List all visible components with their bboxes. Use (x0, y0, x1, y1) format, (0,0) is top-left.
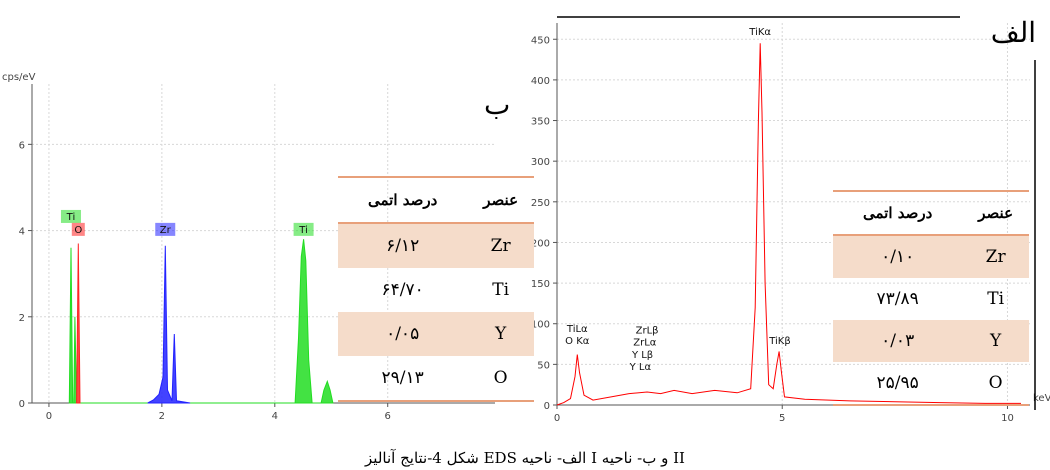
atomic-percent-cell: ۰/۱۰ (833, 235, 963, 278)
y-tick-label: 4 (19, 227, 25, 238)
peak-label: TiKβ (768, 336, 791, 347)
composition-table-b: درصد اتمی عنصر ۶/۱۲ Zr ۶۴/۷۰ Ti ۰/۰۵ Y ۲… (338, 176, 534, 402)
element-cell: O (962, 362, 1029, 406)
atomic-percent-cell: ۲۹/۱۳ (338, 356, 468, 402)
x-tick-label: 0 (46, 411, 52, 422)
panel-label-b: ب (484, 88, 511, 121)
peak-label: Ti (298, 225, 308, 236)
eds-spectrum-panel-a: 0 50 100 150 200 250 300 350 400 450 0 5 10 keV TiKα Ti… (520, 0, 1050, 440)
element-header: عنصر (962, 190, 1029, 236)
composition-table-a: درصد اتمی عنصر ۰/۱۰ Zr ۷۳/۸۹ Ti ۰/۰۳ Y ۲… (833, 190, 1029, 406)
peak-label: TiKα (748, 27, 771, 38)
table-row: ۲۹/۱۳ O (338, 356, 534, 402)
y-tick-label: 100 (531, 320, 550, 331)
x-tick-label: 0 (554, 413, 560, 424)
eds-spectrum-chart-a: 0 50 100 150 200 250 300 350 400 450 0 5 10 keV TiKα Ti… (531, 16, 1050, 424)
table-row: ۶/۱۲ Zr (338, 223, 534, 268)
table-row: ۰/۰۳ Y (833, 320, 1029, 362)
y-tick-label: 350 (531, 117, 550, 128)
atomic-percent-cell: ۰/۰۵ (338, 312, 468, 356)
peak-label: O (74, 225, 82, 236)
y-tick-label: 6 (19, 140, 25, 151)
x-tick-label: 2 (159, 411, 165, 422)
atomic-percent-cell: ۲۵/۹۵ (833, 362, 963, 406)
peak-label-box (71, 222, 85, 236)
table-header-row: درصد اتمی عنصر (338, 176, 534, 224)
peak-label: TiLα (566, 324, 588, 335)
y-tick-label: 150 (531, 279, 550, 290)
spectrum-line (556, 43, 1021, 406)
y-tick-label: 50 (537, 360, 550, 371)
y-tick-label: 450 (531, 35, 550, 46)
y-tick-label: 0 (544, 401, 550, 412)
spectrum-line (76, 243, 81, 404)
table-row: ۷۳/۸۹ Ti (833, 278, 1029, 320)
atomic-percent-cell: ۷۳/۸۹ (876, 289, 919, 309)
table-header-row: درصد اتمی عنصر (833, 190, 1029, 236)
x-tick-label: 4 (272, 411, 278, 422)
peak-label: Y Lα (629, 362, 652, 373)
table-row: ۰/۱۰ Zr (833, 235, 1029, 278)
table-row: ۰/۰۵ Y (338, 312, 534, 356)
y-tick-label: 0 (19, 399, 25, 410)
spectrum-line (147, 245, 191, 404)
peak-label: ZrLα (633, 338, 657, 349)
panel-label-a: الف (990, 16, 1036, 49)
x-tick-label: 5 (779, 413, 785, 424)
element-cell: Zr (962, 235, 1029, 278)
table-row: ۲۵/۹۵ O (833, 362, 1029, 406)
element-cell: Zr (467, 223, 534, 268)
peak-label: ZrLβ (636, 325, 659, 336)
y-tick-label: 400 (531, 76, 550, 87)
atomic-percent-cell: ۶/۱۲ (338, 223, 468, 268)
y-tick-label: 250 (531, 198, 550, 209)
peak-label-box (60, 209, 81, 223)
peak-label: Ti (66, 212, 76, 223)
peak-label-box (293, 222, 314, 236)
peak-label: Zr (160, 225, 172, 236)
x-tick-label: 6 (385, 411, 391, 422)
element-cell: Ti (492, 280, 510, 300)
x-tick-label: 10 (1001, 413, 1014, 424)
peak-label: Y Lβ (631, 350, 653, 361)
atomic-percent-header: درصد اتمی (338, 176, 468, 224)
figure-caption: شکل 4-نتایج آنالیز EDS الف- ناحیه I و ب-… (365, 449, 685, 467)
atomic-percent-cell: ۶۴/۷۰ (381, 280, 424, 300)
x-axis-label: keV (1033, 393, 1050, 404)
table-row: ۶۴/۷۰ Ti (338, 268, 534, 312)
peak-label: O Kα (565, 336, 590, 347)
element-cell: Y (467, 312, 534, 356)
atomic-percent-cell: ۰/۰۳ (833, 320, 963, 362)
y-tick-label: 300 (531, 157, 550, 168)
atomic-percent-header: درصد اتمی (833, 190, 963, 236)
element-cell: Ti (987, 289, 1005, 309)
y-tick-label: 2 (19, 313, 25, 324)
peak-label-box (155, 222, 176, 236)
y-tick-label: 200 (531, 238, 550, 249)
element-cell: Y (962, 320, 1029, 362)
y-axis-label: cps/eV (2, 72, 36, 83)
element-cell: O (467, 356, 534, 402)
element-header: عنصر (467, 176, 534, 224)
spectrum-line (68, 239, 334, 404)
